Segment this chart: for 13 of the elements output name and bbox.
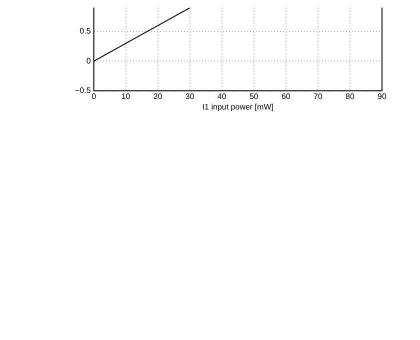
x-tick-label: 30: [185, 92, 195, 101]
y-tick-label: 0.5: [80, 26, 92, 36]
y-tick-label: 0: [86, 56, 92, 66]
x-tick-label: 20: [153, 92, 163, 101]
x-axis-title: I1 input power [mW]: [202, 102, 274, 112]
x-tick-label: 80: [346, 92, 355, 101]
x-tick-label: 10: [121, 92, 131, 101]
x-tick-label: 60: [281, 92, 291, 101]
y-tick-label: −0.5: [74, 86, 92, 96]
x-tick-label: 90: [378, 92, 387, 101]
x-tick-label: 70: [314, 92, 323, 101]
x-tick-label: 50: [249, 92, 259, 101]
x-tick-label: 40: [217, 92, 227, 101]
